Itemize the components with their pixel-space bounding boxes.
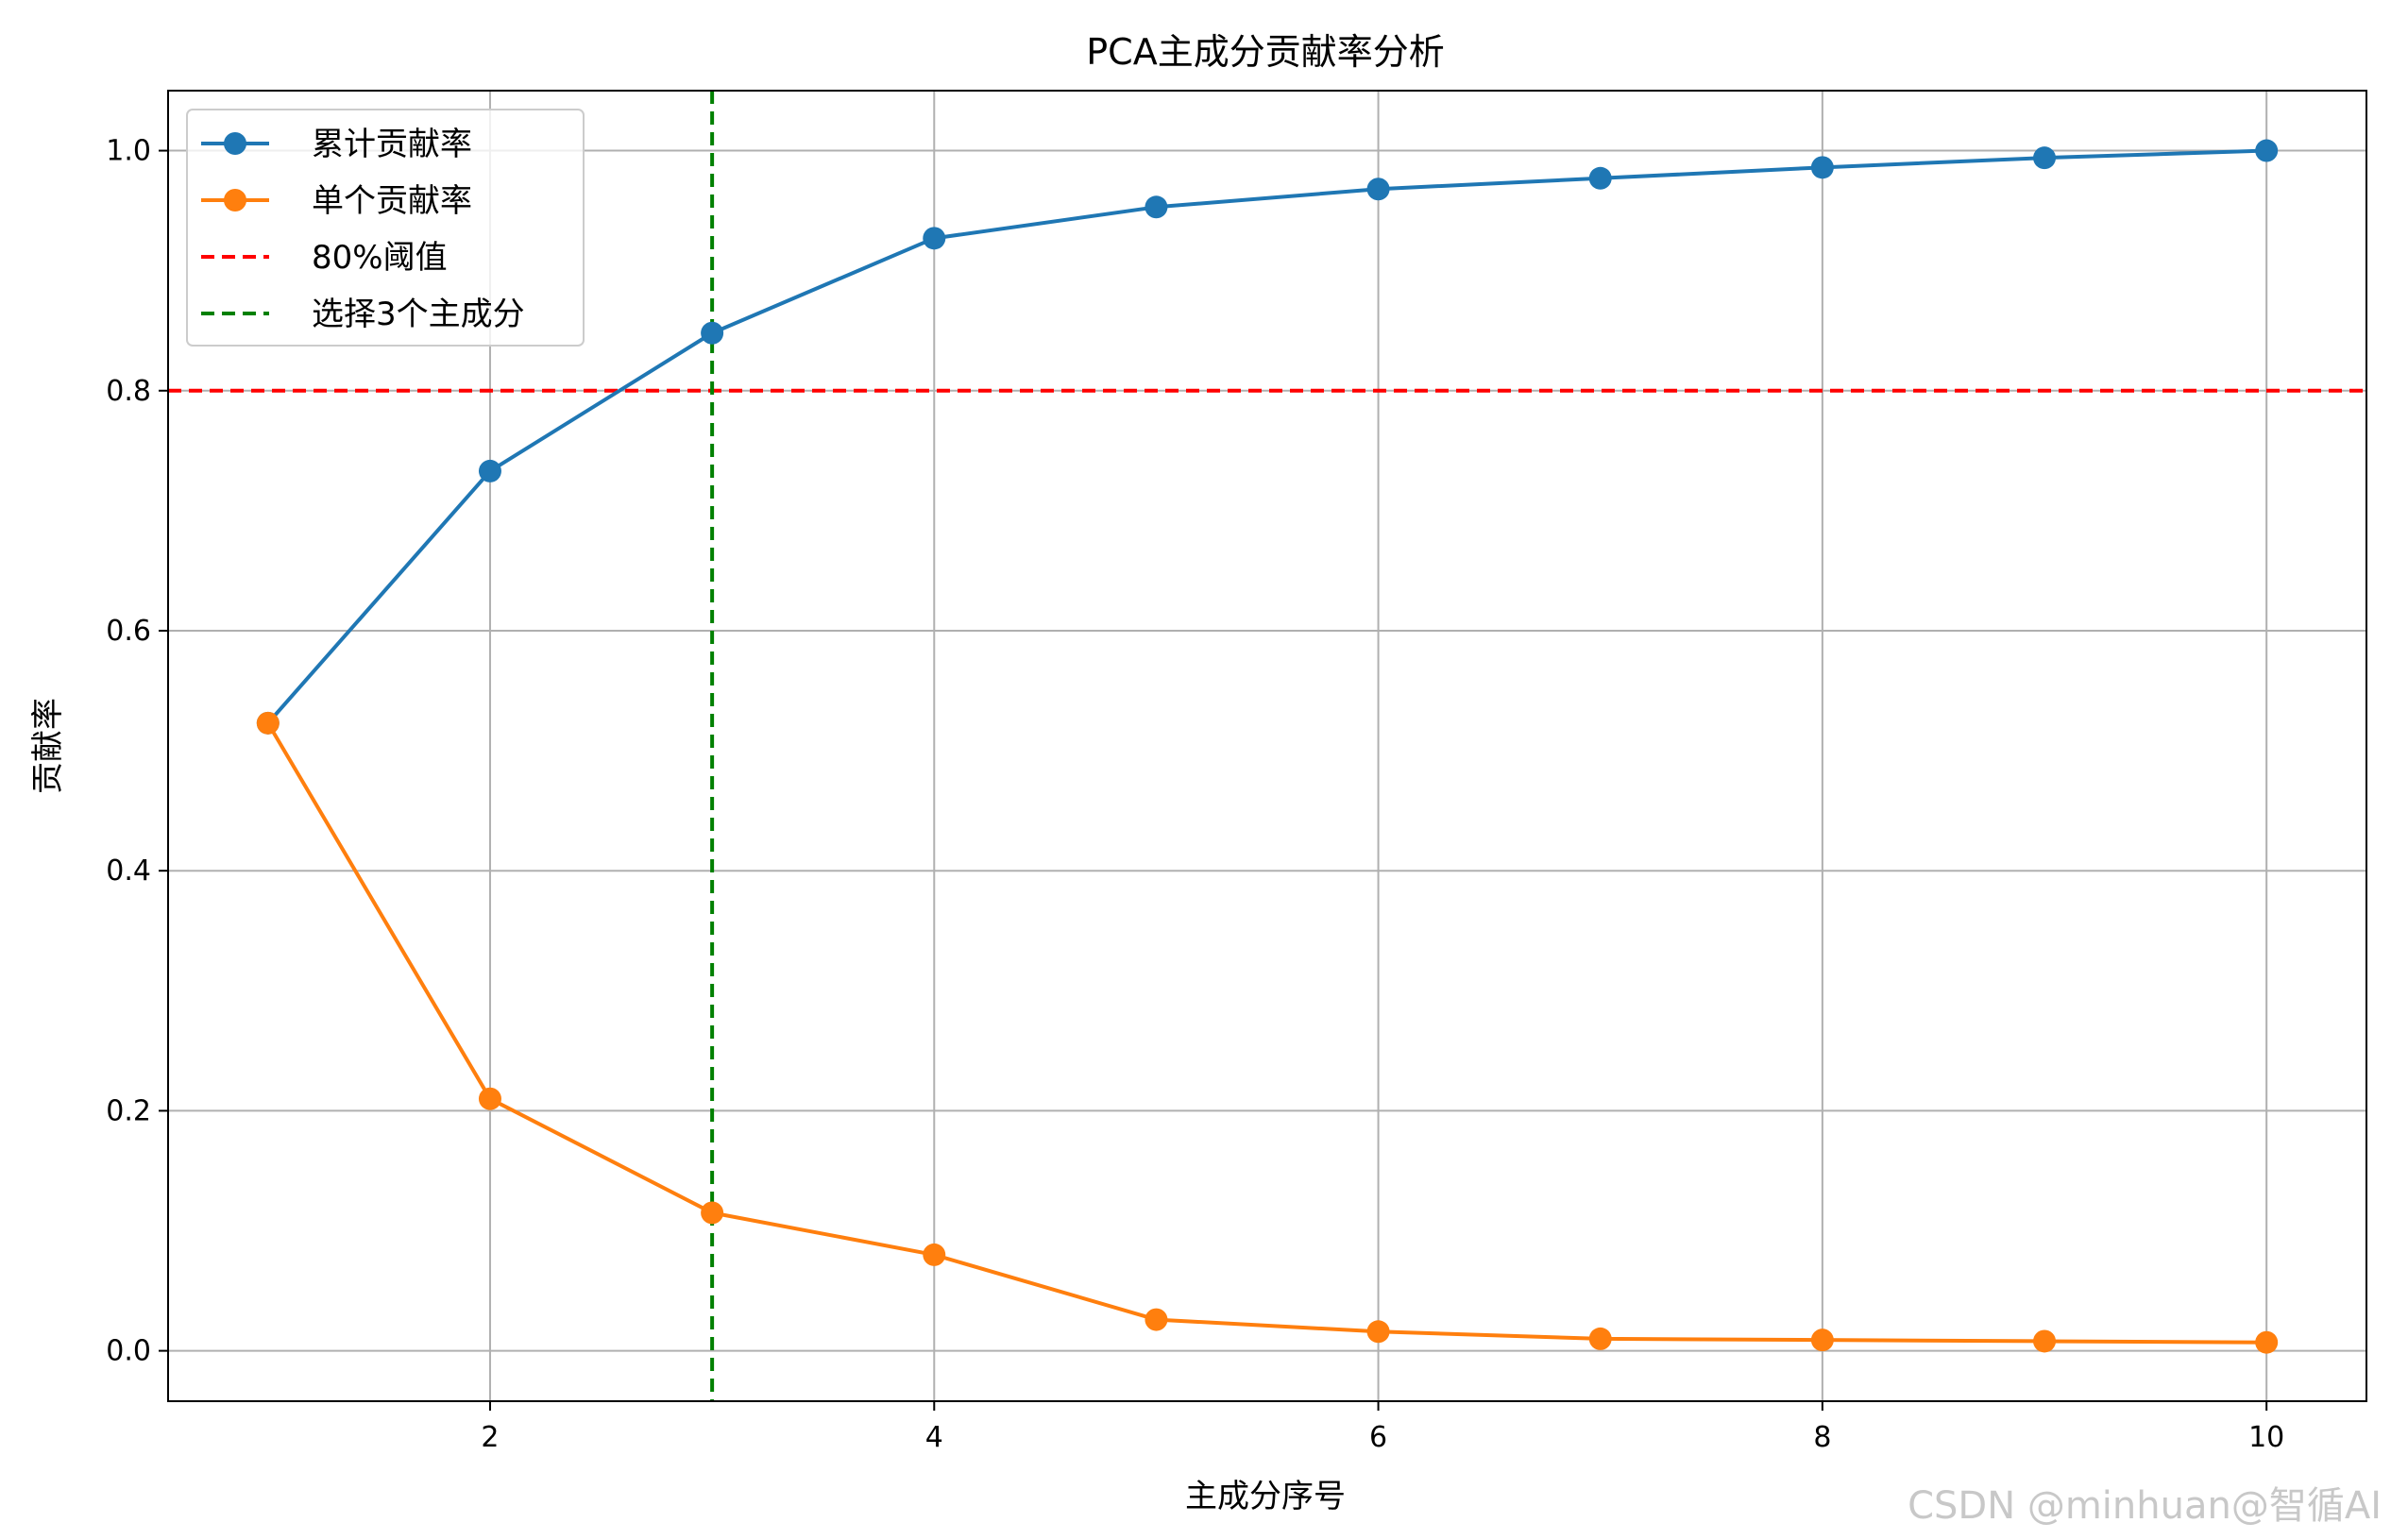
legend-label-selection: 选择3个主成分 — [312, 296, 525, 333]
y-tick-label: 0.6 — [106, 615, 151, 648]
x-axis-label: 主成分序号 — [1185, 1478, 1346, 1515]
data-point-cumulative — [2033, 146, 2057, 170]
data-point-individual — [1588, 1327, 1612, 1350]
y-tick-label: 0.4 — [106, 855, 151, 888]
plot-area-frame — [167, 90, 2367, 1402]
x-axis-ticks: 2 4 6 8 10 — [481, 1401, 2284, 1454]
watermark: CSDN @minhuan@智循AI — [1908, 1484, 2382, 1528]
data-point-cumulative — [1588, 166, 1612, 190]
data-point-cumulative — [923, 227, 946, 250]
data-point-individual — [1810, 1328, 1834, 1352]
x-tick-label: 4 — [925, 1421, 943, 1454]
legend-label-cumulative: 累计贡献率 — [312, 126, 472, 163]
x-tick-label: 2 — [481, 1421, 499, 1454]
data-point-individual — [1366, 1320, 1390, 1344]
data-point-individual — [1145, 1308, 1168, 1331]
data-series — [256, 139, 2279, 1354]
data-point-cumulative — [1145, 195, 1168, 219]
legend-entry-cumulative: 累计贡献率 — [201, 126, 472, 163]
x-tick-label: 6 — [1369, 1421, 1387, 1454]
legend-entry-selection: 选择3个主成分 — [201, 296, 525, 333]
series-individual — [256, 711, 2279, 1354]
reference-lines — [168, 91, 2366, 1401]
legend-label-individual: 单个贡献率 — [312, 182, 472, 220]
data-point-individual — [256, 711, 280, 735]
legend-entry-individual: 单个贡献率 — [201, 182, 472, 220]
y-axis-label: 贡献率 — [29, 698, 67, 794]
legend-entry-threshold: 80%阈值 — [201, 239, 448, 277]
legend-marker-cumulative — [224, 132, 246, 155]
data-point-individual — [2255, 1330, 2279, 1354]
data-point-individual — [701, 1201, 724, 1225]
y-tick-label: 1.0 — [106, 135, 151, 168]
data-point-cumulative — [701, 321, 724, 345]
x-tick-label: 10 — [2248, 1421, 2284, 1454]
series-line-individual — [266, 721, 2267, 1345]
y-tick-label: 0.2 — [106, 1094, 151, 1127]
data-point-cumulative — [2255, 139, 2279, 162]
legend-box — [186, 109, 585, 347]
series-line-cumulative — [266, 148, 2267, 725]
data-point-cumulative — [1366, 178, 1390, 201]
legend-marker-individual — [224, 189, 246, 212]
data-point-individual — [478, 1087, 501, 1110]
chart-title: PCA主成分贡献率分析 — [1086, 31, 1444, 73]
data-point-cumulative — [1810, 156, 1834, 179]
data-point-individual — [2033, 1329, 2057, 1353]
y-axis-ticks: 0.0 0.2 0.4 0.6 0.8 1.0 — [106, 135, 168, 1368]
data-point-cumulative — [478, 459, 501, 482]
legend: 累计贡献率 单个贡献率 80%阈值 选择3个主成分 — [186, 109, 585, 347]
y-tick-label: 0.0 — [106, 1335, 151, 1368]
y-tick-label: 0.8 — [106, 375, 151, 408]
legend-label-threshold: 80%阈值 — [312, 239, 448, 277]
x-tick-label: 8 — [1813, 1421, 1831, 1454]
data-point-individual — [923, 1243, 946, 1266]
